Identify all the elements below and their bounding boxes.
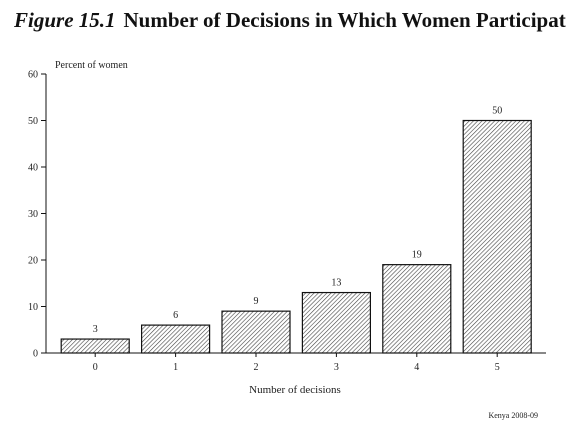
y-tick-label: 40 <box>28 163 38 174</box>
data-label: 6 <box>173 310 178 321</box>
source-note: Kenya 2008-09 <box>488 411 538 420</box>
y-tick-label: 10 <box>28 302 38 313</box>
bar <box>462 119 532 354</box>
bar <box>301 291 371 354</box>
y-tick-label: 60 <box>28 70 38 81</box>
y-tick-label: 20 <box>28 256 38 267</box>
chart-title: Figure 15.1 Number of Decisions in Which … <box>14 8 566 33</box>
figure-label: Figure 15.1 <box>14 8 116 32</box>
data-label: 13 <box>331 278 341 289</box>
y-tick-label: 30 <box>28 209 38 220</box>
data-label: 19 <box>412 250 422 261</box>
x-axis-label: Number of decisions <box>249 384 341 396</box>
x-tick-label: 5 <box>495 362 500 373</box>
data-label: 9 <box>254 296 259 307</box>
bar <box>60 338 130 354</box>
data-label: 50 <box>492 106 502 117</box>
bar <box>141 324 211 354</box>
bar <box>221 310 291 354</box>
title-text: Number of Decisions in Which Women Parti… <box>123 8 566 32</box>
bar <box>382 264 452 354</box>
x-tick-label: 3 <box>334 362 339 373</box>
x-tick-label: 2 <box>254 362 259 373</box>
bars: 3 6 9 13 19 50 <box>60 106 532 354</box>
y-axis-label: Percent of women <box>55 60 128 71</box>
x-tick-label: 4 <box>414 362 419 373</box>
x-tick-label: 1 <box>173 362 178 373</box>
y-tick-label: 50 <box>28 116 38 127</box>
y-tick-label: 0 <box>33 349 38 360</box>
x-tick-label: 0 <box>93 362 98 373</box>
data-label: 3 <box>93 324 98 335</box>
